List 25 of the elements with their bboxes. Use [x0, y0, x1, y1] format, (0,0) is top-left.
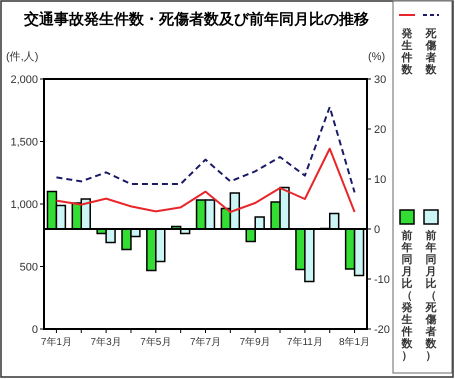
y-tick-label: 500 — [20, 262, 38, 274]
y-tick-label: 0 — [32, 324, 38, 336]
y-tick-label: 1,000 — [10, 199, 38, 211]
y2-tick-label: 0 — [374, 224, 380, 236]
y-axis-title: (件,人) — [6, 51, 38, 63]
x-tick-label: 7年9月 — [240, 336, 271, 348]
legend-label: 死傷者数 — [424, 28, 438, 76]
y-tick-label: 2,000 — [10, 74, 38, 86]
x-tick-label: 7年1月 — [40, 336, 72, 348]
chart-title: 交通事故発生件数・死傷者数及び前年同月比の推移 — [23, 10, 369, 28]
y-tick-label: 1,500 — [10, 136, 38, 148]
y2-tick-label: 30 — [374, 74, 386, 86]
x-tick-label: 7年11月 — [286, 336, 323, 348]
text: 前年同月比（死傷者数） — [426, 230, 436, 362]
legend-label: 発生件数 — [400, 27, 414, 76]
y2-tick-label: -10 — [374, 274, 390, 286]
y2-tick-label: 10 — [374, 174, 386, 186]
x-tick-label: 7年5月 — [140, 336, 172, 348]
y2-tick-label: -20 — [374, 324, 390, 336]
y2-axis-title: (%) — [368, 51, 386, 63]
x-tick-label: 7年7月 — [190, 336, 222, 348]
text: 前年同月比（発生件数） — [402, 230, 412, 362]
y2-tick-label: 20 — [374, 124, 386, 136]
x-tick-label: 7年3月 — [90, 336, 122, 348]
x-tick-label: 8年1月 — [339, 336, 370, 348]
